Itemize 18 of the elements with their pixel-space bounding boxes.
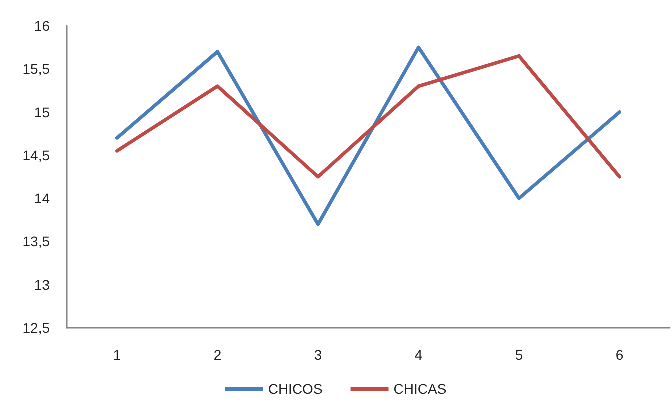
x-tick-label: 5: [515, 347, 524, 363]
y-tick-label: 16: [34, 18, 50, 34]
x-tick-label: 4: [414, 347, 423, 363]
line-series: [116, 54, 622, 179]
y-tick-label: 13,5: [22, 234, 50, 250]
y-tick-label: 14: [34, 190, 50, 207]
y-tick-label: 14,5: [22, 147, 50, 164]
x-tick-label: 2: [214, 347, 222, 363]
x-tick-label: 6: [616, 347, 624, 363]
y-tick-label: 15: [34, 104, 50, 120]
line-series: [116, 46, 622, 226]
y-tick-label: 12,5: [22, 320, 50, 336]
x-tick-label: 3: [314, 347, 322, 363]
y-tick-label: 13: [34, 276, 50, 293]
legend-label: CHICOS: [268, 381, 323, 397]
y-tick-label: 15,5: [22, 61, 50, 78]
x-tick-label: 1: [113, 347, 122, 363]
legend-label: CHICAS: [394, 381, 447, 397]
